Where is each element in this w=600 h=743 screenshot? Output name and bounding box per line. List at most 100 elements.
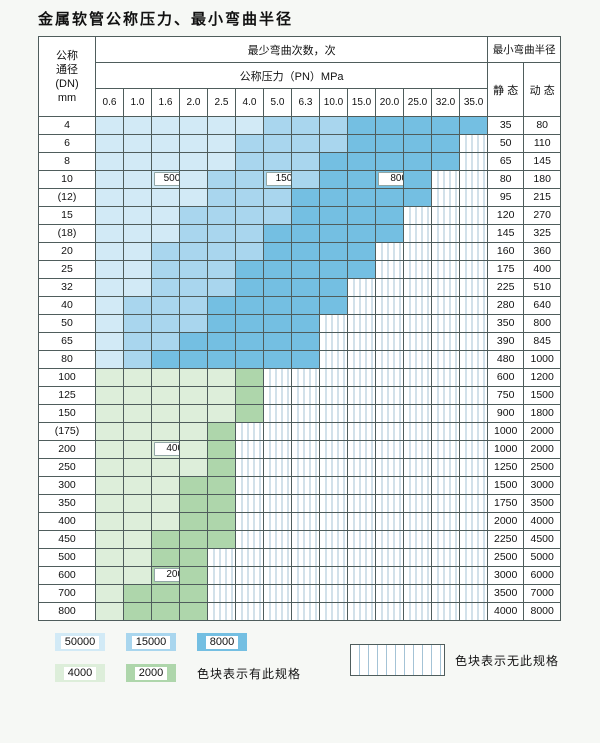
spec-cell-8000 bbox=[235, 278, 264, 297]
static-radius-cell: 3000 bbox=[487, 566, 525, 585]
spec-cell-4000 bbox=[95, 602, 124, 621]
no-spec-cell bbox=[431, 188, 460, 207]
spec-cell-8000 bbox=[207, 296, 236, 315]
no-spec-cell bbox=[235, 422, 264, 441]
no-spec-cell bbox=[375, 530, 404, 549]
no-spec-cell bbox=[207, 602, 236, 621]
spec-cell-8000 bbox=[291, 188, 320, 207]
no-spec-cell bbox=[291, 548, 320, 567]
table-row: (12) 95 215 bbox=[38, 188, 562, 207]
spec-cell-15000 bbox=[291, 134, 320, 153]
dynamic-radius-cell: 800 bbox=[523, 314, 562, 333]
dynamic-radius-cell: 3500 bbox=[523, 494, 562, 513]
no-spec-cell bbox=[319, 332, 348, 351]
dynamic-radius-cell: 180 bbox=[523, 170, 562, 189]
no-spec-cell bbox=[403, 584, 432, 603]
spec-cell-4000 bbox=[123, 422, 152, 441]
no-spec-cell bbox=[403, 602, 432, 621]
table-row: 25 175 400 bbox=[38, 260, 562, 279]
spec-cell-4000 bbox=[95, 512, 124, 531]
spec-cell-8000 bbox=[403, 170, 432, 189]
spec-cell-8000 bbox=[263, 260, 292, 279]
no-spec-cell bbox=[403, 566, 432, 585]
legend-swatch-value: 2000 bbox=[134, 666, 168, 680]
spec-cell-8000 bbox=[235, 350, 264, 369]
no-spec-cell bbox=[403, 458, 432, 477]
spec-cell-8000 bbox=[319, 242, 348, 261]
spec-cell-4000 bbox=[123, 440, 152, 459]
no-spec-cell bbox=[403, 440, 432, 459]
static-radius-cell: 65 bbox=[487, 152, 525, 171]
spec-cell-4000 bbox=[95, 368, 124, 387]
no-spec-cell bbox=[458, 548, 489, 567]
no-spec-cell bbox=[347, 512, 376, 531]
spec-cell-8000 bbox=[151, 350, 180, 369]
spec-cell-4000 bbox=[179, 404, 208, 423]
no-spec-cell bbox=[235, 494, 264, 513]
spec-cell-50000 bbox=[123, 260, 152, 279]
spec-cell-8000 bbox=[207, 332, 236, 351]
no-spec-cell bbox=[458, 404, 489, 423]
no-spec-cell bbox=[431, 224, 460, 243]
spec-cell-15000 bbox=[179, 278, 208, 297]
spec-cell-15000 bbox=[151, 314, 180, 333]
table-row: 50 350 800 bbox=[38, 314, 562, 333]
spec-cell-15000 bbox=[179, 242, 208, 261]
spec-cell-8000 bbox=[235, 314, 264, 333]
table-row: 400 2000 4000 bbox=[38, 512, 562, 531]
no-spec-cell bbox=[263, 368, 292, 387]
no-spec-cell bbox=[431, 602, 460, 621]
no-spec-cell bbox=[458, 152, 489, 171]
no-spec-cell bbox=[291, 512, 320, 531]
dynamic-radius-cell: 6000 bbox=[523, 566, 562, 585]
spec-cell-50000 bbox=[95, 242, 124, 261]
spec-cell-2000 bbox=[207, 476, 236, 495]
no-spec-cell bbox=[347, 602, 376, 621]
static-radius-cell: 1000 bbox=[487, 422, 525, 441]
dn-cell: 6 bbox=[38, 134, 96, 153]
spec-cell-50000 bbox=[95, 332, 124, 351]
spec-cell-50000 bbox=[123, 224, 152, 243]
spec-cell-15000 bbox=[151, 332, 180, 351]
no-spec-cell bbox=[403, 494, 432, 513]
no-spec-cell bbox=[431, 314, 460, 333]
dn-cell: 40 bbox=[38, 296, 96, 315]
spec-cell-8000 bbox=[263, 332, 292, 351]
no-spec-cell bbox=[291, 458, 320, 477]
no-spec-cell bbox=[403, 404, 432, 423]
spec-cell-4000 bbox=[95, 494, 124, 513]
static-radius-cell: 280 bbox=[487, 296, 525, 315]
spec-cell-2000 bbox=[207, 512, 236, 531]
no-spec-cell bbox=[375, 314, 404, 333]
no-spec-cell bbox=[319, 548, 348, 567]
spec-cell-50000 bbox=[95, 134, 124, 153]
no-spec-cell bbox=[375, 494, 404, 513]
no-spec-cell bbox=[431, 512, 460, 531]
no-spec-cell bbox=[403, 260, 432, 279]
no-spec-cell bbox=[263, 440, 292, 459]
static-radius-cell: 1500 bbox=[487, 476, 525, 495]
no-spec-cell bbox=[403, 386, 432, 405]
no-spec-cell bbox=[235, 530, 264, 549]
spec-cell-2000 bbox=[123, 602, 152, 621]
spec-cell-50000 bbox=[123, 170, 152, 189]
no-spec-cell bbox=[263, 602, 292, 621]
bend-times-header: 最少弯曲次数，次 bbox=[94, 36, 489, 63]
no-spec-cell bbox=[458, 584, 489, 603]
no-spec-cell bbox=[458, 332, 489, 351]
no-spec-cell bbox=[403, 548, 432, 567]
no-spec-cell bbox=[347, 350, 376, 369]
spec-cell-50000 bbox=[151, 116, 180, 135]
spec-cell-15000 bbox=[263, 152, 292, 171]
spec-cell-2000 bbox=[207, 422, 236, 441]
dynamic-radius-cell: 270 bbox=[523, 206, 562, 225]
no-spec-cell bbox=[431, 476, 460, 495]
spec-cell-4000 bbox=[95, 422, 124, 441]
pressure-col-header: 6.3 bbox=[291, 88, 320, 117]
dynamic-radius-cell: 325 bbox=[523, 224, 562, 243]
spec-cell-8000 bbox=[347, 152, 376, 171]
spec-cell-50000 bbox=[123, 242, 152, 261]
no-spec-cell bbox=[458, 242, 489, 261]
